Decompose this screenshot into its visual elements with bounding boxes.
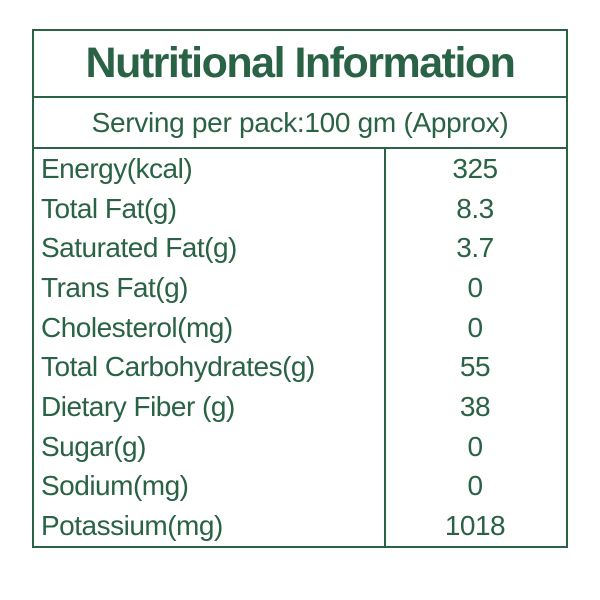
nutrient-value: 0: [467, 311, 483, 343]
table-row: Trans Fat(g) 0: [34, 268, 566, 308]
nutrient-value: 0: [467, 470, 483, 502]
nutrient-value: 1018: [444, 510, 506, 542]
table-row: Cholesterol(mg) 0: [34, 308, 566, 348]
nutrient-value: 55: [459, 351, 491, 383]
table-row: Potassium(mg) 1018: [34, 506, 566, 546]
column-divider: [384, 149, 386, 546]
serving-row: Serving per pack:100 gm (Approx): [34, 98, 566, 149]
nutrition-label-box: Nutritional Information Serving per pack…: [32, 29, 568, 548]
table-row: Sugar(g) 0: [34, 427, 566, 467]
nutrient-value: 3.7: [456, 232, 494, 264]
nutrient-label: Sodium(mg): [41, 470, 189, 502]
table-row: Dietary Fiber (g) 38: [34, 387, 566, 427]
nutrient-label: Saturated Fat(g): [41, 232, 237, 264]
nutrient-value: 8.3: [456, 192, 494, 224]
page-title: Nutritional Information: [85, 39, 516, 87]
nutrient-label: Total Carbohydrates(g): [41, 351, 315, 383]
nutrient-label: Sugar(g): [41, 430, 146, 462]
table-row: Total Carbohydrates(g) 55: [34, 348, 566, 388]
table-row: Total Fat(g) 8.3: [34, 189, 566, 229]
serving-per-pack-text: Serving per pack:100 gm (Approx): [91, 106, 509, 138]
table-row: Energy(kcal) 325: [34, 149, 566, 189]
nutrition-table-body: Energy(kcal) 325 Total Fat(g) 8.3 Satura…: [34, 149, 566, 546]
title-row: Nutritional Information: [34, 31, 566, 98]
nutrient-value: 325: [452, 152, 498, 184]
nutrient-label: Trans Fat(g): [41, 271, 189, 303]
nutrient-label: Total Fat(g): [41, 192, 177, 224]
table-row: Sodium(mg) 0: [34, 467, 566, 507]
nutrient-value: 0: [467, 430, 483, 462]
nutrient-label: Potassium(mg): [41, 510, 223, 542]
nutrient-label: Cholesterol(mg): [41, 311, 233, 343]
nutrient-value: 0: [467, 271, 483, 303]
nutrient-label: Dietary Fiber (g): [41, 391, 235, 423]
nutrient-label: Energy(kcal): [41, 152, 193, 184]
table-row: Saturated Fat(g) 3.7: [34, 228, 566, 268]
nutrient-value: 38: [459, 391, 491, 423]
